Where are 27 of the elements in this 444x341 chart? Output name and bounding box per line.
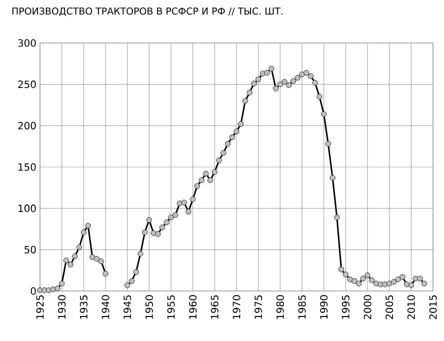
y-tick-label: 0 xyxy=(30,287,36,295)
x-tick-label: 2010 xyxy=(407,295,415,320)
x-tick-label: 1980 xyxy=(276,295,284,319)
x-tick-label: 1925 xyxy=(36,295,44,319)
x-tick-label: 1945 xyxy=(124,295,132,319)
y-tick-label: 200 xyxy=(18,122,36,130)
y-tick-label: 50 xyxy=(24,246,36,254)
chart-title: ПРОИЗВОДСТВО ТРАКТОРОВ В РСФСР И РФ // ТЫС. ШТ. xyxy=(12,8,282,16)
x-tick-label: 1990 xyxy=(320,295,328,319)
x-tick-label: 1995 xyxy=(342,295,350,319)
y-tick-label: 300 xyxy=(18,39,36,47)
x-tick-label: 1975 xyxy=(254,295,262,319)
y-tick-label: 100 xyxy=(18,204,36,212)
x-tick-label: 1965 xyxy=(210,295,218,319)
x-tick-label: 1950 xyxy=(145,295,153,319)
x-tick-label: 2015 xyxy=(429,295,437,320)
y-tick-label: 150 xyxy=(18,163,36,171)
x-tick-label: 1955 xyxy=(167,295,175,319)
x-tick-label: 1960 xyxy=(189,295,197,319)
x-tick-label: 1940 xyxy=(102,295,110,319)
x-tick-label: 1970 xyxy=(232,295,240,319)
x-tick-label: 1935 xyxy=(80,295,88,319)
x-tick-label: 2000 xyxy=(364,295,372,320)
x-tick-label: 1930 xyxy=(58,295,66,319)
x-tick-label: 1985 xyxy=(298,295,306,319)
y-tick-label: 250 xyxy=(18,80,36,88)
x-tick-label: 2005 xyxy=(386,295,394,320)
